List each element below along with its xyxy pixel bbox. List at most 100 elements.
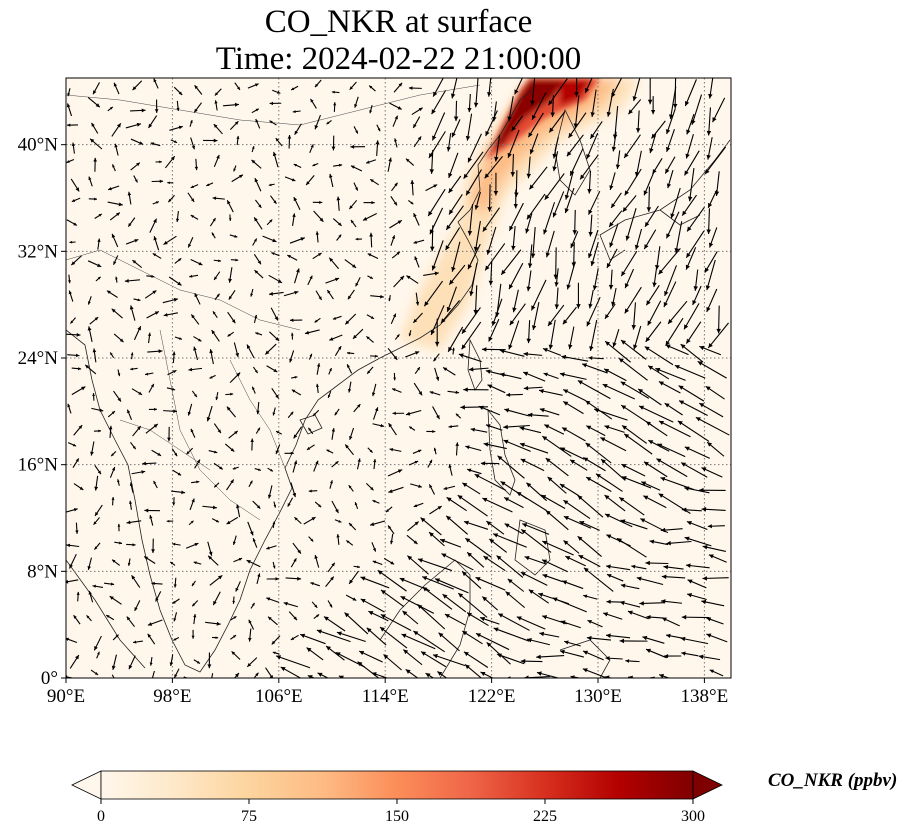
wind-vector-244 xyxy=(332,218,342,227)
wind-vector-720 xyxy=(595,473,623,492)
wind-vector-1020 xyxy=(664,653,682,659)
wind-vector-649 xyxy=(503,439,531,452)
wind-vector-909 xyxy=(422,586,453,610)
wind-vector-386 xyxy=(530,279,547,311)
wind-vector-587 xyxy=(585,400,613,420)
wind-vector-998 xyxy=(231,651,241,660)
wind-vector-190 xyxy=(564,171,574,200)
wind-vector-433 xyxy=(147,332,152,344)
wind-vector-188 xyxy=(528,166,548,190)
wind-vector-427 xyxy=(683,303,700,330)
wind-vector-647 xyxy=(465,445,482,452)
wind-vector-892 xyxy=(88,590,94,603)
wind-vector-992 xyxy=(111,654,117,671)
wind-vector-975 xyxy=(413,630,446,653)
wind-vector-960 xyxy=(132,640,143,644)
wind-vector-858 xyxy=(66,579,79,584)
wind-vector-342 xyxy=(307,275,313,286)
wind-vector-612 xyxy=(426,429,436,434)
wind-vector-962 xyxy=(173,636,180,641)
wind-vector-348 xyxy=(423,271,439,276)
wind-vector-136 xyxy=(155,160,162,164)
wind-vector-28 xyxy=(632,78,641,102)
wind-vector-782 xyxy=(522,523,550,535)
wind-vector-48 xyxy=(369,105,373,114)
wind-vector-883 xyxy=(561,580,584,590)
lon-tick-label-2: 106°E xyxy=(255,686,303,707)
wind-vector-156 xyxy=(552,151,559,172)
wind-vector-355 xyxy=(566,261,576,290)
wind-vector-747 xyxy=(482,497,513,513)
wind-vector-375 xyxy=(315,290,323,301)
wind-vector-447 xyxy=(434,318,440,347)
wind-vector-525 xyxy=(655,367,686,381)
wind-vector-142 xyxy=(272,151,279,168)
wind-vector-367 xyxy=(144,290,157,299)
wind-vector-848 xyxy=(524,555,547,565)
wind-vector-184 xyxy=(448,175,462,194)
wind-vector-255 xyxy=(543,202,556,235)
wind-vector-250 xyxy=(445,205,464,231)
wind-vector-175 xyxy=(268,183,275,187)
wind-vector-312 xyxy=(367,253,379,260)
wind-vector-810 xyxy=(428,531,445,547)
wind-vector-103 xyxy=(150,142,161,147)
wind-vector-256 xyxy=(572,209,578,235)
wind-vector-278 xyxy=(355,237,362,241)
wind-vector-111 xyxy=(309,144,314,154)
wind-vector-803 xyxy=(292,542,302,554)
wind-vector-392 xyxy=(645,285,660,306)
lat-axis: 0° 8°N 16°N 24°N 32°N 40°N xyxy=(18,135,66,689)
wind-vector-757 xyxy=(681,507,702,513)
wind-vector-604 xyxy=(275,430,282,435)
wind-vector-497 xyxy=(117,369,121,377)
wind-vector-695 xyxy=(117,479,120,486)
wind-vector-606 xyxy=(307,427,314,435)
wind-vector-210 xyxy=(312,200,323,204)
wind-vector-549 xyxy=(487,384,506,394)
wind-vector-772 xyxy=(334,519,342,523)
wind-vector-380 xyxy=(415,292,420,306)
wind-vector-754 xyxy=(618,496,645,516)
wind-vector-524 xyxy=(647,365,670,380)
wind-vector-51 xyxy=(431,90,447,115)
colorbar-ticks: 0 75 150 225 300 xyxy=(97,799,705,825)
wind-vector-740 xyxy=(354,501,359,509)
wind-vector-417 xyxy=(491,298,503,326)
wind-vector-526 xyxy=(674,364,706,379)
wind-vector-59 xyxy=(590,89,597,117)
wind-vector-630 xyxy=(130,441,137,450)
wind-vector-84 xyxy=(431,112,446,141)
wind-vector-707 xyxy=(348,484,354,492)
wind-vector-751 xyxy=(563,499,591,520)
wind-vector-920 xyxy=(639,601,665,606)
wind-vector-574 xyxy=(334,408,340,416)
wind-vector-484 xyxy=(499,349,525,357)
wind-vector-749 xyxy=(516,491,547,512)
wind-vector-14 xyxy=(349,81,357,91)
wind-vector-916 xyxy=(552,597,587,613)
wind-vector-211 xyxy=(336,196,341,211)
wind-vector-610 xyxy=(388,422,397,436)
wind-vector-53 xyxy=(467,93,472,113)
wind-vector-209 xyxy=(293,196,301,211)
wind-vector-625 xyxy=(677,420,710,442)
wind-vector-725 xyxy=(699,487,726,493)
wind-vector-1054 xyxy=(686,677,688,678)
lon-tick-label-3: 114°E xyxy=(362,686,409,707)
wind-vector-954 xyxy=(661,617,680,627)
wind-vector-1044 xyxy=(480,671,494,678)
lon-tick-label-6: 138°E xyxy=(681,686,729,707)
wind-vector-820 xyxy=(616,537,647,558)
wind-vector-82 xyxy=(392,115,399,127)
wind-vector-914 xyxy=(528,589,550,604)
wind-vector-550 xyxy=(506,392,523,397)
wind-vector-682 xyxy=(497,455,525,479)
wind-vector-329 xyxy=(704,251,718,273)
wind-vector-49 xyxy=(389,102,402,110)
wind-vector-405 xyxy=(253,314,258,324)
wind-vector-996 xyxy=(193,659,201,664)
wind-vector-41 xyxy=(222,102,239,107)
wind-vector-237 xyxy=(190,214,199,220)
wind-vector-145 xyxy=(333,163,343,167)
